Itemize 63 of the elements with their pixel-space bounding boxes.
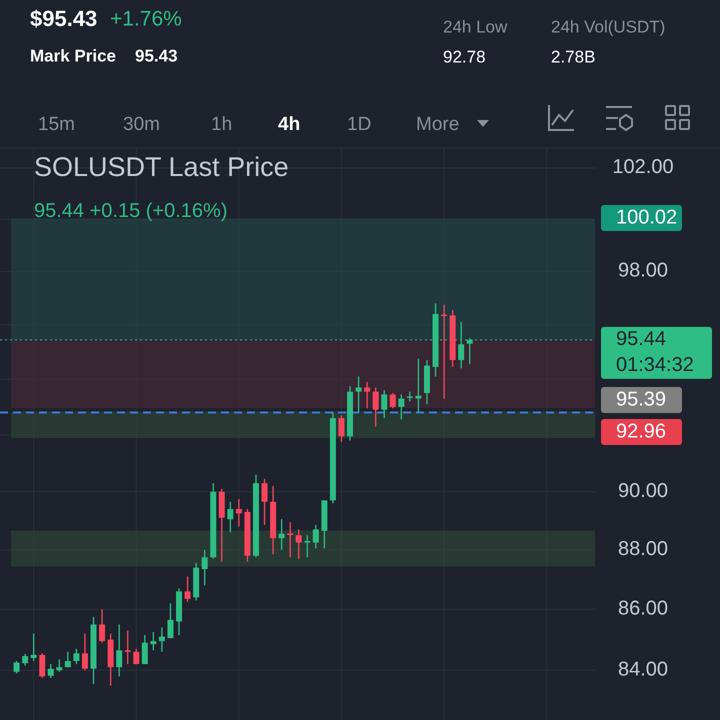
text: 30m [123, 114, 160, 136]
candlestick [133, 648, 140, 665]
candlestick [441, 304, 448, 400]
candlestick [22, 653, 28, 666]
candlestick [150, 631, 156, 651]
candlestick [338, 414, 344, 443]
y-tick-label: 90.00 [618, 480, 668, 502]
text: 92.78 [443, 47, 486, 66]
text: 24h Low [443, 17, 508, 36]
candlestick [262, 478, 268, 526]
candlestick [372, 386, 379, 428]
candlestick [64, 651, 71, 668]
text: 1h [211, 114, 232, 136]
candlestick [312, 524, 319, 550]
text: 95.43 [135, 46, 178, 66]
text: 2.78B [551, 47, 596, 66]
candlestick [124, 630, 131, 665]
candlestick [296, 528, 302, 560]
candlestick [167, 602, 174, 639]
y-tick-label: 84.00 [618, 658, 668, 681]
candlestick [381, 390, 388, 419]
candlestick [278, 518, 285, 551]
candlestick [227, 501, 234, 533]
candlestick [56, 658, 62, 672]
candlestick [236, 498, 242, 528]
candlestick [116, 624, 122, 678]
text: 24h Vol(USDT) [551, 17, 666, 36]
candlestick [356, 376, 362, 414]
y-tick-label: 102.00 [612, 156, 674, 178]
candlestick [142, 634, 148, 665]
text: More [416, 114, 460, 136]
y-tick-label: 88.00 [618, 538, 668, 560]
text: 100.02 [616, 206, 678, 228]
candlestick [202, 549, 208, 586]
text: 95.44 +0.15 (+0.16%) [34, 200, 228, 222]
candlestick [390, 392, 396, 409]
candlestick [82, 632, 88, 671]
text: 92.96 [616, 420, 666, 442]
candlestick [158, 626, 165, 652]
candlestick [415, 358, 422, 414]
candlestick [184, 576, 191, 603]
candlestick [304, 534, 310, 558]
ref-line-label: 95.44 01:34:32 [616, 328, 694, 376]
candlestick [39, 652, 46, 679]
candlestick [73, 648, 80, 665]
candlestick [287, 521, 294, 558]
text: 1D [347, 114, 372, 136]
candlestick [398, 394, 404, 420]
text: 95.39 [616, 388, 666, 410]
text: +1.76% [110, 8, 182, 31]
text: 4h [278, 114, 300, 136]
text: Mark Price [30, 46, 116, 66]
candlestick [99, 608, 106, 644]
text: 15m [38, 114, 75, 136]
candlestick [30, 632, 37, 662]
y-tick-label: 86.00 [618, 598, 668, 620]
candlestick [406, 391, 413, 402]
chart-title: SOLUSDT Last Price [34, 152, 289, 182]
candlestick [364, 381, 370, 409]
candlestick [14, 660, 20, 674]
y-tick-label: 98.00 [618, 260, 668, 282]
text: $95.43 [30, 6, 98, 31]
candlestick [48, 663, 54, 679]
